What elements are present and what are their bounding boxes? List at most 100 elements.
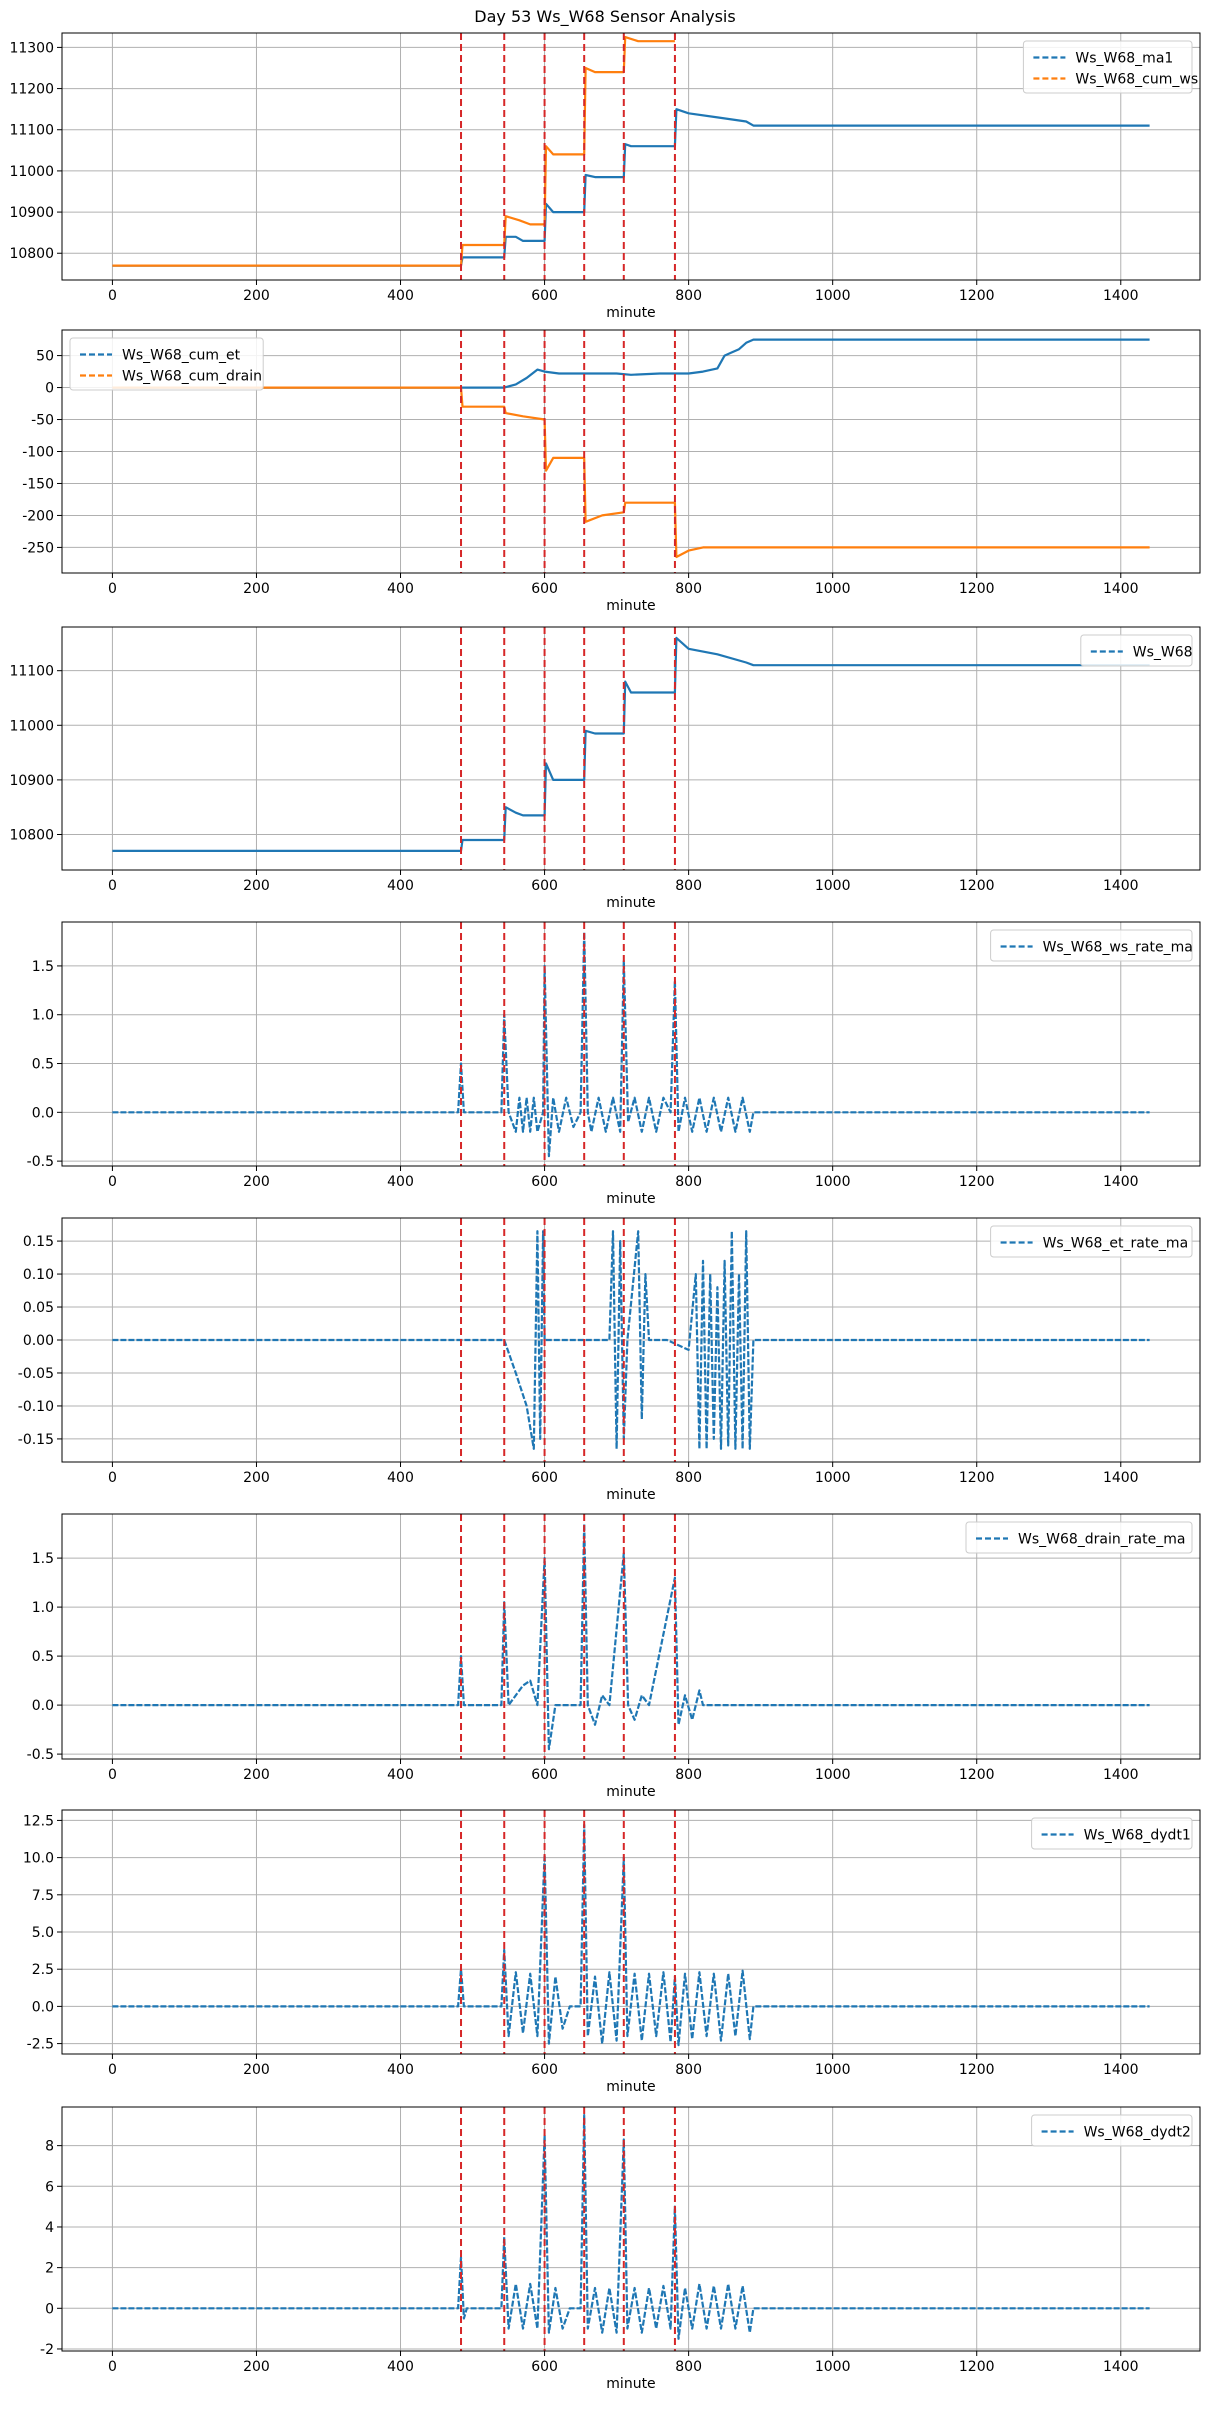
legend-entry: Ws_W68_ws_rate_ma [1043,940,1193,956]
y-tick-label: 11200 [9,82,54,98]
x-tick-label: 1000 [815,878,851,894]
x-tick-label: 200 [243,1174,270,1190]
y-tick-label: -0.10 [18,1399,54,1415]
panel-7: 0 200 400 600 800 1000 1200 1400 minute 12.5 10.0 7… [23,1809,1201,2095]
panel-3: 0 200 400 600 800 1000 1200 1400 minute 10800 1090… [9,626,1201,911]
x-tick-label: 1000 [815,1470,851,1486]
y-tick-label: 1.0 [32,1008,54,1024]
x-tick-label: 800 [675,581,702,597]
y-tick-label: 1.5 [32,959,54,975]
x-tick-label: 1200 [959,288,995,304]
y-tick-label: 10800 [9,828,54,844]
x-tick-label: 800 [675,1174,702,1190]
y-tick-label: 12.5 [23,1813,54,1829]
panel-4: 0 200 400 600 800 1000 1200 1400 minute 1.5 1.0 0.5… [27,921,1201,1207]
x-tick-label: 1400 [1103,2359,1139,2375]
y-tick-label: 1.0 [32,1600,54,1616]
x-tick-label: 1000 [815,1767,851,1783]
x-tick-label: 0 [108,288,117,304]
x-axis-label: minute [606,2079,655,2095]
x-tick-label: 1400 [1103,1767,1139,1783]
y-tick-label: 0.15 [23,1234,54,1250]
y-tick-label: 0.0 [32,1698,54,1714]
y-tick-label: 0.5 [32,1057,54,1073]
x-tick-label: 1400 [1103,1174,1139,1190]
series-line-Ws_W68_ws_rate_ma [112,930,1150,1158]
legend-entry: Ws_W68_dydt1 [1084,1828,1191,1844]
legend-entry: Ws_W68_cum_drain [122,369,262,385]
panel-1: 0 200 400 600 800 1000 1200 1400 minute 10800 1090… [9,32,1201,321]
legend: Ws_W68_dydt2 [1031,2114,1193,2147]
x-axis-label: minute [606,1487,655,1503]
y-tick-label: 10900 [9,773,54,789]
series-line-Ws_W68_dydt2 [112,2114,1150,2340]
legend-entry: Ws_W68_dydt2 [1084,2125,1191,2141]
y-tick-label: 11300 [9,40,54,56]
y-tick-label: 0.0 [32,1105,54,1121]
x-tick-label: 400 [387,878,414,894]
y-tick-label: -2.5 [27,2037,54,2053]
legend: Ws_W68_cum_et Ws_W68_cum_drain [69,337,264,391]
y-tick-label: 2 [45,2261,54,2277]
x-tick-label: 0 [108,1767,117,1783]
legend: Ws_W68_ws_rate_ma [990,929,1193,962]
series-line-Ws_W68_dydt1 [112,1823,1150,2047]
y-tick-label: 4 [45,2220,54,2236]
x-tick-label: 1000 [815,1174,851,1190]
x-tick-label: 0 [108,2359,117,2375]
legend-entry: Ws_W68_cum_et [122,348,241,364]
x-tick-label: 1000 [815,581,851,597]
y-tick-label: -0.05 [18,1366,54,1382]
y-tick-label: -100 [22,445,54,461]
y-tick-label: -150 [22,476,54,492]
legend-entry: Ws_W68_ma1 [1075,51,1173,67]
x-tick-label: 0 [108,1174,117,1190]
y-tick-label: 10800 [9,246,54,262]
x-tick-label: 600 [531,1767,558,1783]
y-tick-label: 0 [45,2301,54,2317]
x-tick-label: 400 [387,1470,414,1486]
x-tick-label: 200 [243,878,270,894]
panel-8: 0 200 400 600 800 1000 1200 1400 minute 8 6 4 2 0 -2 Ws… [40,2106,1201,2392]
x-tick-label: 200 [243,581,270,597]
legend: Ws_W68_et_rate_ma [990,1225,1193,1258]
legend-entry: Ws_W68_cum_ws [1075,72,1198,88]
x-tick-label: 400 [387,1767,414,1783]
x-tick-label: 600 [531,1174,558,1190]
y-tick-label: 0.10 [23,1267,54,1283]
panel-2: 0 200 400 600 800 1000 1200 1400 minute 50 0 -50 -10… [22,329,1201,614]
x-tick-label: 200 [243,1767,270,1783]
legend-entry: Ws_W68_drain_rate_ma [1018,1532,1185,1548]
y-tick-label: 50 [36,349,54,365]
x-tick-label: 200 [243,288,270,304]
y-tick-label: -0.5 [27,1154,54,1170]
x-tick-label: 1400 [1103,1470,1139,1486]
figure-title: Day 53 Ws_W68 Sensor Analysis [474,7,735,27]
x-tick-label: 800 [675,878,702,894]
x-tick-label: 1000 [815,2062,851,2078]
y-tick-label: -0.5 [27,1747,54,1763]
y-tick-label: 0.0 [32,1999,54,2015]
x-tick-label: 1000 [815,2359,851,2375]
y-tick-label: 11000 [9,164,54,180]
x-tick-label: 400 [387,2359,414,2375]
y-tick-label: 11100 [9,664,54,680]
legend: Ws_W68_drain_rate_ma [965,1521,1193,1554]
legend-entry: Ws_W68_et_rate_ma [1043,1236,1189,1252]
x-tick-label: 1200 [959,581,995,597]
x-tick-label: 600 [531,288,558,304]
x-tick-label: 600 [531,1470,558,1486]
y-tick-label: 0.05 [23,1300,54,1316]
x-tick-label: 200 [243,2062,270,2078]
x-tick-label: 1200 [959,1767,995,1783]
panel-6: 0 200 400 600 800 1000 1200 1400 minute 1.5 1.0 0.5… [27,1513,1201,1800]
x-tick-label: 600 [531,581,558,597]
series-line-Ws_W68_ma1 [112,108,1150,267]
y-tick-label: -0.15 [18,1432,54,1448]
x-tick-label: 800 [675,1767,702,1783]
y-tick-label: 5.0 [32,1925,54,1941]
axes-frame [61,32,1201,281]
x-axis-label: minute [606,1191,655,1207]
x-tick-label: 600 [531,2359,558,2375]
x-tick-label: 400 [387,2062,414,2078]
